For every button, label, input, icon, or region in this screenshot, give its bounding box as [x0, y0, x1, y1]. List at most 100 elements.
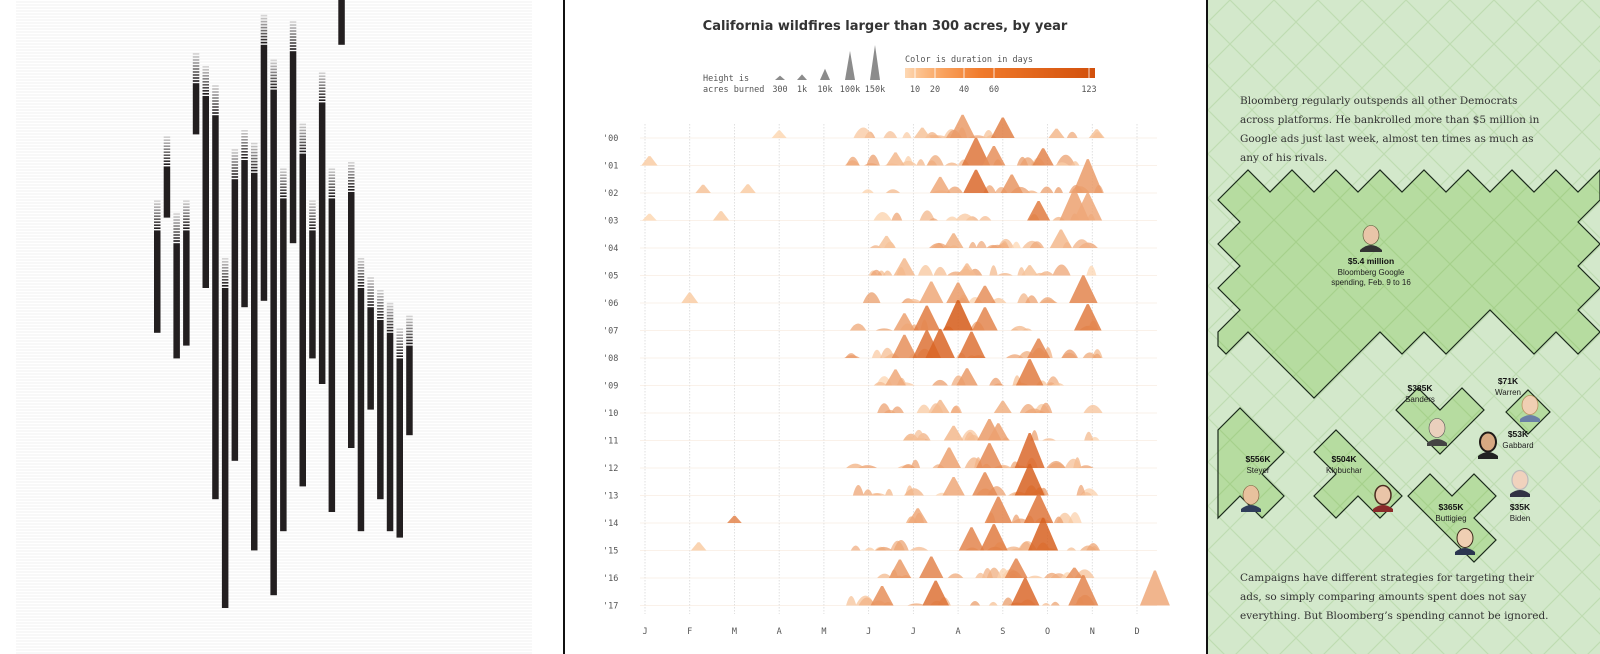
bar-stripe	[299, 129, 306, 132]
bar-stripe	[251, 148, 258, 151]
fire-peak	[1032, 148, 1054, 166]
bar-stripe	[231, 173, 239, 175]
bar-column	[251, 142, 258, 551]
bar	[231, 179, 239, 461]
fire-peak-small	[1010, 325, 1029, 331]
fire-peak	[1015, 359, 1044, 386]
fire-peak	[949, 114, 976, 138]
fire-peak-small	[864, 547, 875, 551]
bloomberg-portrait	[1360, 225, 1382, 252]
fire-peak-small	[902, 131, 912, 138]
bar-stripe	[348, 189, 355, 191]
steyer-name: Steyer	[1246, 466, 1269, 475]
fire-peak-small	[1054, 187, 1063, 193]
bar-stripe	[396, 355, 403, 357]
bar-stripe	[377, 290, 384, 292]
bar	[154, 230, 161, 333]
fire-peak	[958, 527, 985, 551]
gabbard-portrait	[1478, 431, 1498, 459]
bar-stripe	[251, 142, 258, 145]
bar-stripe	[231, 149, 239, 151]
bar-column	[173, 213, 180, 359]
bar-stripe	[280, 180, 287, 182]
bar-stripe	[328, 177, 336, 179]
fire-peak-small	[844, 355, 860, 358]
fire-peak	[961, 137, 991, 166]
bar-stripe	[260, 32, 268, 35]
bar-column	[163, 136, 171, 218]
bar-stripe	[251, 163, 258, 166]
fire-peak-small	[1011, 241, 1021, 248]
sanders-amount: $385K	[1407, 383, 1433, 393]
bar-stripe	[163, 148, 171, 150]
bar-stripe	[212, 97, 219, 99]
fire-peak	[1073, 192, 1103, 221]
bar	[367, 307, 374, 410]
fire-peak-small	[1046, 460, 1066, 468]
bar-stripe	[212, 94, 219, 96]
bar-stripe	[357, 267, 365, 269]
fire-peak-small	[1050, 601, 1060, 606]
bar-stripe	[154, 212, 161, 214]
fire-peak	[929, 176, 951, 193]
size-legend-peak	[870, 45, 880, 80]
bar-stripe	[221, 273, 229, 275]
bar-stripe	[289, 36, 297, 38]
bar-stripe	[260, 20, 268, 23]
bar-stripe	[221, 264, 229, 266]
bar-column	[202, 66, 209, 288]
fire-peak-small	[850, 545, 861, 551]
fire-peak	[1068, 575, 1099, 606]
warren-portrait	[1520, 395, 1540, 422]
bar-stripe	[289, 21, 297, 23]
bar-stripe	[202, 90, 209, 92]
fire-peak	[963, 169, 989, 193]
wildfire-ridgeline-chart: California wildfires larger than 300 acr…	[603, 19, 1170, 637]
bar-stripe	[386, 329, 394, 332]
bar-stripe	[270, 68, 277, 71]
bar	[396, 358, 403, 538]
bar-stripe	[348, 180, 355, 182]
fire-peak-small	[927, 155, 944, 166]
year-row	[640, 300, 1157, 331]
bar-stripe	[348, 165, 355, 167]
bar-stripe	[318, 81, 326, 83]
bar-stripe	[192, 77, 200, 79]
bar-stripe	[396, 340, 403, 342]
bar-stripe	[386, 317, 394, 320]
fire-peak	[1027, 201, 1051, 221]
bar	[192, 83, 200, 135]
bar-stripe	[251, 154, 258, 157]
fire-peak	[937, 447, 961, 468]
bar-stripe	[163, 157, 171, 159]
fire-peak	[1088, 129, 1105, 138]
bar-stripe	[241, 145, 248, 147]
bar	[318, 102, 326, 385]
fire-peak	[886, 152, 905, 166]
bar-stripe	[309, 224, 316, 226]
fire-peak-small	[1078, 465, 1094, 468]
steyer-shape	[1217, 407, 1285, 520]
bar-stripe	[299, 138, 306, 141]
bar-column	[231, 149, 239, 461]
fire-peak-small	[846, 463, 865, 468]
bar-stripe	[163, 154, 171, 156]
gabbard-name: Gabbard	[1502, 441, 1533, 450]
size-legend-label: 150k	[865, 85, 885, 95]
bar-stripe	[173, 216, 180, 218]
bar	[183, 230, 190, 346]
month-label: S	[1000, 627, 1005, 637]
fire-peak	[690, 542, 707, 551]
bar-stripe	[367, 283, 374, 285]
year-row	[640, 114, 1157, 139]
bar-stripe	[231, 170, 239, 172]
bar-stripe	[328, 174, 336, 176]
year-label: '05	[603, 272, 618, 282]
year-row	[640, 359, 1157, 386]
bar-stripe	[357, 258, 365, 260]
fire-peak	[712, 211, 730, 221]
year-row	[640, 258, 1157, 276]
klobuchar-amount: $504K	[1331, 454, 1357, 464]
bar-stripe	[241, 139, 248, 141]
fire-peak	[991, 117, 1015, 138]
